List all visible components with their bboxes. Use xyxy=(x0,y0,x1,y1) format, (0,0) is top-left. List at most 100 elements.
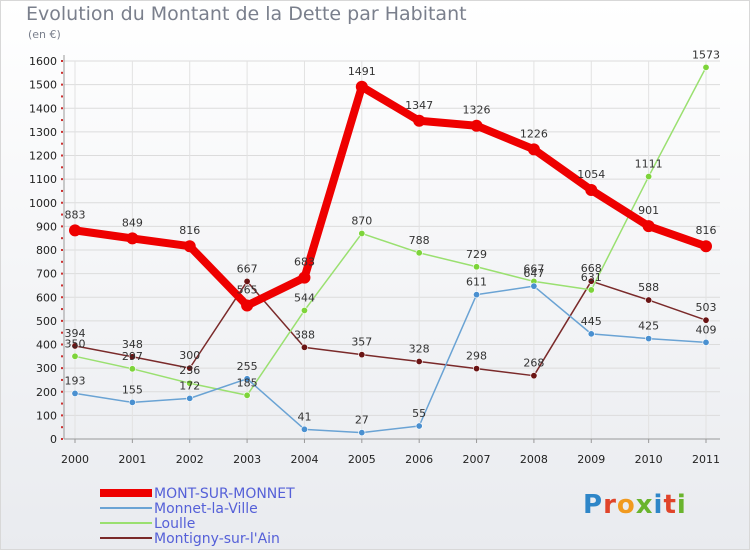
point-monnet-la-ville xyxy=(71,389,79,397)
x-tick-label: 2003 xyxy=(233,453,261,466)
x-tick-label: 2004 xyxy=(290,453,318,466)
y-tick-label: 1300 xyxy=(29,126,57,139)
point-montigny-sur-l-ain xyxy=(587,277,595,285)
y-minor-tick xyxy=(61,331,63,334)
data-label-montigny-sur-l-ain: 503 xyxy=(696,301,717,314)
point-mont-sur-monnet xyxy=(700,240,712,253)
legend-label-montigny-sur-l-ain: Montigny-sur-l'Ain xyxy=(154,531,280,547)
y-minor-tick xyxy=(61,355,63,358)
logo-letter: i xyxy=(653,490,664,520)
data-label-monnet-la-ville: 193 xyxy=(65,374,86,387)
y-minor-tick xyxy=(61,237,63,240)
point-montigny-sur-l-ain xyxy=(645,296,653,304)
point-monnet-la-ville xyxy=(358,429,366,437)
data-label-mont-sur-monnet: 901 xyxy=(638,204,659,217)
point-loulle xyxy=(587,286,595,294)
point-loulle xyxy=(473,263,481,271)
data-label-monnet-la-ville: 172 xyxy=(179,379,200,392)
point-montigny-sur-l-ain xyxy=(186,364,194,372)
point-monnet-la-ville xyxy=(702,338,710,346)
x-tick-label: 2005 xyxy=(348,453,376,466)
point-mont-sur-monnet xyxy=(126,232,139,245)
data-label-loulle: 236 xyxy=(179,364,200,377)
data-label-mont-sur-monnet: 1347 xyxy=(405,99,433,112)
data-label-loulle: 297 xyxy=(122,350,143,363)
point-loulle xyxy=(128,365,136,373)
data-labels: 394 348 300 667 388 357 328 298 268 668 588 503 350 2… xyxy=(65,48,721,426)
y-minor-tick xyxy=(61,166,63,169)
data-label-mont-sur-monnet: 849 xyxy=(122,216,143,229)
data-label-loulle: 1111 xyxy=(635,158,663,171)
data-label-monnet-la-ville: 647 xyxy=(523,267,544,280)
y-minor-tick xyxy=(61,308,63,311)
y-tick-label: 600 xyxy=(36,291,57,304)
y-tick-label: 1100 xyxy=(29,173,57,186)
data-label-mont-sur-monnet: 1226 xyxy=(520,127,548,140)
data-label-montigny-sur-l-ain: 357 xyxy=(351,336,372,349)
data-label-montigny-sur-l-ain: 668 xyxy=(581,262,602,275)
y-minor-tick xyxy=(61,438,63,440)
series-line-mont-sur-monnet xyxy=(71,82,710,310)
data-label-mont-sur-monnet: 683 xyxy=(294,256,315,269)
y-minor-tick xyxy=(61,189,63,192)
y-tick-label: 1000 xyxy=(29,197,57,210)
point-montigny-sur-l-ain xyxy=(71,342,79,350)
point-loulle xyxy=(358,229,366,237)
data-label-monnet-la-ville: 425 xyxy=(638,320,659,333)
y-minor-tick xyxy=(61,272,63,275)
data-label-montigny-sur-l-ain: 328 xyxy=(409,343,430,356)
y-minor-tick xyxy=(61,107,63,110)
y-tick-label: 200 xyxy=(36,386,57,399)
data-label-montigny-sur-l-ain: 588 xyxy=(638,281,659,294)
y-minor-tick xyxy=(61,343,63,346)
data-label-monnet-la-ville: 41 xyxy=(297,410,311,423)
y-minor-tick xyxy=(61,260,63,263)
point-mont-sur-monnet xyxy=(470,119,483,132)
data-label-monnet-la-ville: 55 xyxy=(412,407,426,420)
x-tick-label: 2006 xyxy=(405,453,433,466)
point-monnet-la-ville xyxy=(243,375,251,383)
data-label-loulle: 631 xyxy=(581,271,602,284)
point-monnet-la-ville xyxy=(473,291,481,299)
data-label-monnet-la-ville: 445 xyxy=(581,315,602,328)
series-layer xyxy=(69,63,712,437)
point-monnet-la-ville xyxy=(300,425,308,433)
point-mont-sur-monnet xyxy=(355,80,368,93)
series-line-montigny-sur-l-ain xyxy=(74,280,707,377)
y-minor-tick xyxy=(61,426,63,429)
legend-label-loulle: Loulle xyxy=(154,516,195,532)
y-tick-label: 1600 xyxy=(29,55,57,68)
y-minor-tick xyxy=(61,95,63,98)
logo-letter: r xyxy=(603,490,617,520)
y-minor-tick xyxy=(61,249,63,251)
x-tick-label: 2002 xyxy=(176,453,204,466)
y-minor-tick xyxy=(61,213,63,216)
data-label-monnet-la-ville: 155 xyxy=(122,383,143,396)
point-loulle xyxy=(702,63,710,71)
data-label-montigny-sur-l-ain: 268 xyxy=(523,357,544,370)
point-loulle xyxy=(71,352,79,360)
y-minor-tick xyxy=(61,71,63,74)
data-label-montigny-sur-l-ain: 298 xyxy=(466,350,487,363)
y-minor-tick xyxy=(61,119,63,122)
point-montigny-sur-l-ain xyxy=(473,365,481,373)
data-label-monnet-la-ville: 611 xyxy=(466,276,487,289)
point-montigny-sur-l-ain xyxy=(415,358,423,366)
point-mont-sur-monnet xyxy=(642,220,655,233)
x-tick-label: 2008 xyxy=(520,453,548,466)
point-montigny-sur-l-ain xyxy=(300,343,308,351)
point-mont-sur-monnet xyxy=(183,240,196,253)
logo-letter: P xyxy=(583,490,604,520)
grid xyxy=(64,60,720,440)
y-minor-tick xyxy=(61,367,63,370)
point-montigny-sur-l-ain xyxy=(358,351,366,359)
data-label-loulle: 870 xyxy=(351,214,372,227)
y-minor-tick xyxy=(61,402,63,405)
y-tick-label: 700 xyxy=(36,268,57,281)
data-label-loulle: 788 xyxy=(409,234,430,247)
y-minor-tick xyxy=(61,284,63,287)
point-monnet-la-ville xyxy=(186,394,194,402)
point-mont-sur-monnet xyxy=(413,114,426,127)
x-tick-label: 2000 xyxy=(61,453,89,466)
y-minor-tick xyxy=(61,83,63,86)
